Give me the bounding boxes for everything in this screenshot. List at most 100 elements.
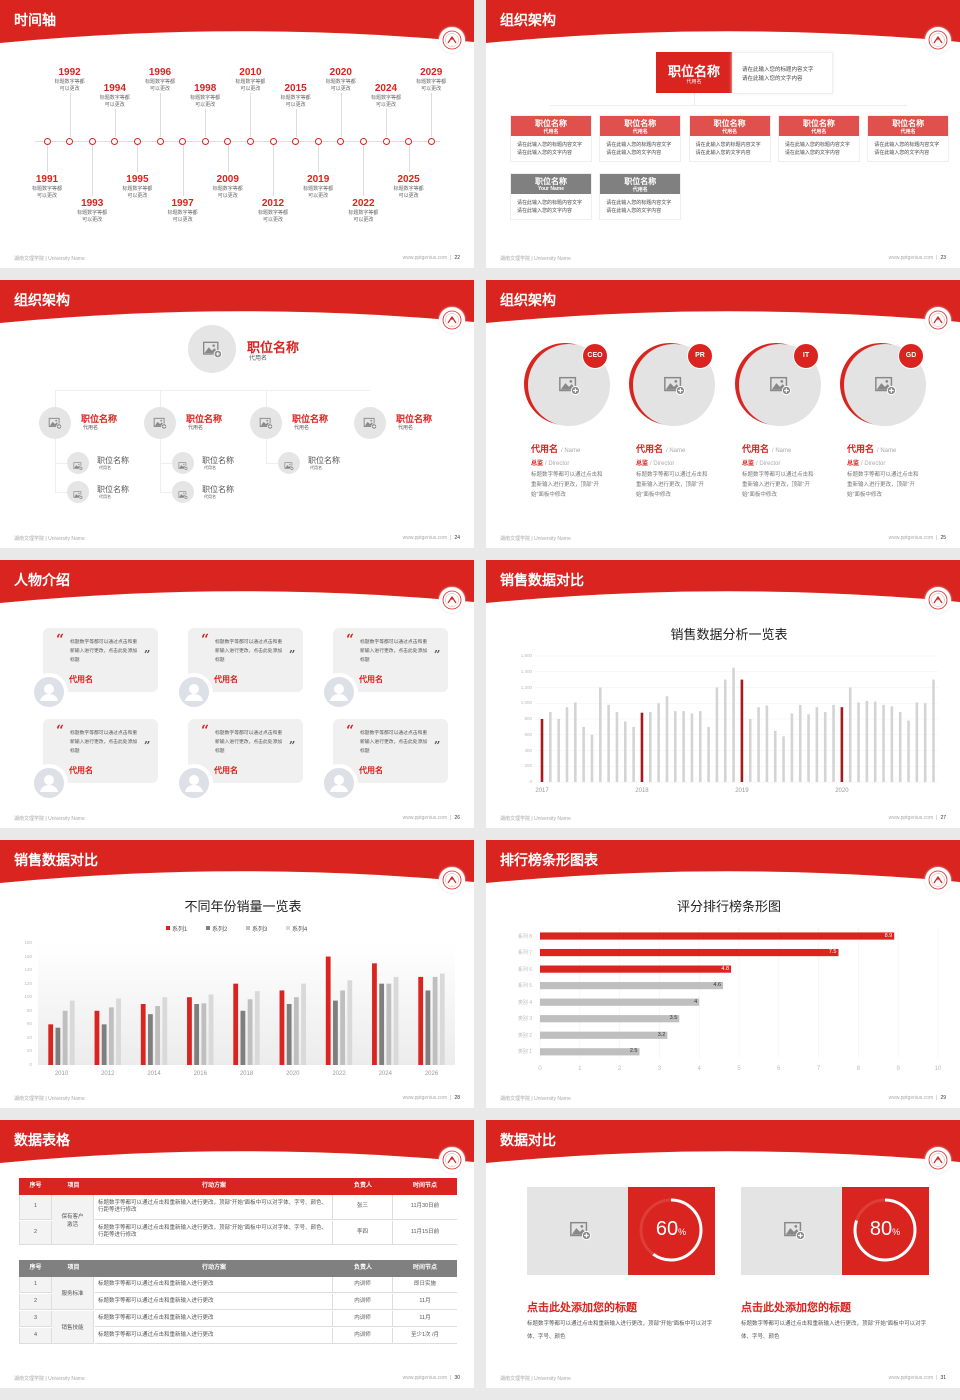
slide-29[interactable]: 排行榜条形图表 湖南文理学院 | University Name www.pptge… (486, 840, 960, 1108)
slide-23[interactable]: 组织架构 湖南文理学院 | University Name www.pptgeniu… (486, 0, 960, 268)
timeline-desc: 标题数字等都可以更改 (303, 186, 334, 199)
bar (439, 973, 445, 1065)
timeline-node[interactable] (66, 137, 74, 145)
image-placeholder-icon[interactable] (178, 458, 188, 471)
table-cell-deadline: 11月15日前 (393, 1220, 457, 1245)
x-tick-label: 2019 (735, 788, 749, 794)
image-placeholder-icon[interactable] (769, 374, 791, 396)
footer-site[interactable]: www.pptgenius.com (888, 1375, 934, 1381)
image-placeholder-icon[interactable] (783, 1219, 805, 1241)
org-head-circle[interactable] (188, 325, 236, 373)
slide-25[interactable]: 组织架构 湖南文理学院 | University Name www.pptgeniu… (486, 280, 960, 548)
slide-22[interactable]: 时间轴 湖南文理学院 | University Name www.pptgenius… (0, 0, 474, 268)
timeline-node[interactable] (337, 137, 345, 145)
org-branch-circle[interactable] (250, 407, 282, 439)
avatar[interactable] (320, 673, 358, 711)
legend-label[interactable]: 系列3 (252, 927, 268, 933)
legend-label[interactable]: 系列2 (212, 927, 228, 933)
bar (732, 667, 735, 782)
org-top-box[interactable]: 职位名称 代用名 (656, 52, 732, 93)
bar (723, 679, 727, 782)
timeline-node[interactable] (88, 137, 96, 145)
timeline-node[interactable] (269, 137, 277, 145)
image-placeholder-icon[interactable] (73, 487, 83, 500)
image-placeholder-icon[interactable] (259, 416, 273, 430)
footer-site[interactable]: www.pptgenius.com (888, 815, 934, 821)
org-card[interactable]: 职位名称 代用名 请在此输入您的标题内容文字 请在此输入您的文字内容 (867, 115, 950, 162)
quote-text: 标题数字等都可以通过点击和重新输入进行更改，点击此处添加标题 (70, 731, 138, 754)
image-placeholder-icon[interactable] (153, 416, 167, 430)
avatar[interactable] (175, 673, 213, 711)
slide-31[interactable]: 数据对比 湖南文理学院 | University Name www.pptgeniu… (486, 1120, 960, 1388)
org-card-sub: 代用名 (543, 129, 559, 135)
org-card[interactable]: 职位名称 Your Name 请在此输入您的标题内容文字 请在此输入您的文字内容 (510, 173, 592, 220)
image-placeholder-icon[interactable] (284, 458, 294, 471)
image-placeholder-icon[interactable] (73, 458, 83, 471)
compare-title[interactable]: 点击此处添加您的标题 (527, 1302, 637, 1314)
footer-school: 湖南文理学院 | University Name (14, 536, 85, 542)
avatar[interactable] (175, 764, 213, 802)
y-tick-label: 1,400 (520, 668, 532, 674)
legend-label[interactable]: 系列1 (172, 927, 188, 933)
image-placeholder-icon[interactable] (363, 416, 377, 430)
image-placeholder-icon[interactable] (202, 339, 222, 359)
timeline-node[interactable] (405, 137, 413, 145)
timeline-year: 1998 (194, 83, 217, 94)
timeline-node[interactable] (224, 137, 232, 145)
avatar[interactable] (30, 764, 68, 802)
org-branch-circle[interactable] (144, 407, 176, 439)
footer-site[interactable]: www.pptgenius.com (888, 255, 934, 261)
slide-24[interactable]: 组织架构 湖南文理学院 | University Name www.pptgeniu… (0, 280, 474, 548)
timeline-node[interactable] (292, 137, 300, 145)
slide-27[interactable]: 销售数据对比 湖南文理学院 | University Name www.pptgen… (486, 560, 960, 828)
slide-title: 组织架构 (500, 292, 556, 308)
timeline-node[interactable] (156, 137, 164, 145)
page-number: 29 (940, 1095, 946, 1101)
org-card[interactable]: 职位名称 代用名 请在此输入您的标题内容文字 请在此输入您的文字内容 (599, 115, 682, 162)
footer-site[interactable]: www.pptgenius.com (888, 1095, 934, 1101)
avatar[interactable] (320, 764, 358, 802)
footer-site[interactable]: www.pptgenius.com (402, 535, 448, 541)
timeline-node[interactable] (43, 137, 51, 145)
timeline-node[interactable] (201, 137, 209, 145)
org-card[interactable]: 职位名称 代用名 请在此输入您的标题内容文字 请在此输入您的文字内容 (777, 115, 860, 162)
compare-title[interactable]: 点击此处添加您的标题 (741, 1302, 851, 1314)
university-logo (439, 1147, 465, 1173)
footer-site[interactable]: www.pptgenius.com (402, 1375, 448, 1381)
image-placeholder-icon[interactable] (663, 374, 685, 396)
timeline-node[interactable] (111, 137, 119, 145)
footer-site[interactable]: www.pptgenius.com (402, 255, 448, 261)
timeline-node[interactable] (179, 137, 187, 145)
org-branch-circle[interactable] (354, 407, 386, 439)
org-card[interactable]: 职位名称 代用名 请在此输入您的标题内容文字 请在此输入您的文字内容 (599, 173, 682, 220)
slide-30[interactable]: 数据表格 湖南文理学院 | University Name www.pptgeniu… (0, 1120, 474, 1388)
page-number: 31 (940, 1375, 946, 1381)
org-card-title: 职位名称 (535, 177, 567, 186)
bar (418, 976, 424, 1065)
org-card-desc: 请在此输入您的文字内容 (517, 149, 573, 156)
footer-site[interactable]: www.pptgenius.com (402, 815, 448, 821)
timeline-node[interactable] (133, 137, 141, 145)
footer-site[interactable]: www.pptgenius.com (402, 1095, 448, 1101)
footer-site[interactable]: www.pptgenius.com (888, 535, 934, 541)
image-placeholder-icon[interactable] (178, 487, 188, 500)
slide-28[interactable]: 销售数据对比 湖南文理学院 | University Name www.pptgen… (0, 840, 474, 1108)
timeline-node[interactable] (314, 137, 322, 145)
slide-26[interactable]: 人物介绍 湖南文理学院 | University Name www.pptgeniu… (0, 560, 474, 828)
category-label: 类别 2 (517, 1032, 532, 1039)
timeline-node[interactable] (359, 137, 367, 145)
university-logo (439, 27, 465, 53)
timeline-node[interactable] (246, 137, 254, 145)
timeline-node[interactable] (427, 137, 435, 145)
org-card[interactable]: 职位名称 代用名 请在此输入您的标题内容文字 请在此输入您的文字内容 (510, 115, 592, 162)
image-placeholder-icon[interactable] (48, 416, 62, 430)
image-placeholder-icon[interactable] (569, 1219, 591, 1241)
image-placeholder-icon[interactable] (874, 374, 896, 396)
legend-label[interactable]: 系列4 (292, 927, 308, 933)
image-placeholder-icon[interactable] (558, 374, 580, 396)
timeline-node[interactable] (382, 137, 390, 145)
avatar[interactable] (30, 673, 68, 711)
org-connector (160, 463, 172, 464)
org-branch-circle[interactable] (39, 407, 71, 439)
org-card[interactable]: 职位名称 代用名 请在此输入您的标题内容文字 请在此输入您的文字内容 (688, 115, 771, 162)
